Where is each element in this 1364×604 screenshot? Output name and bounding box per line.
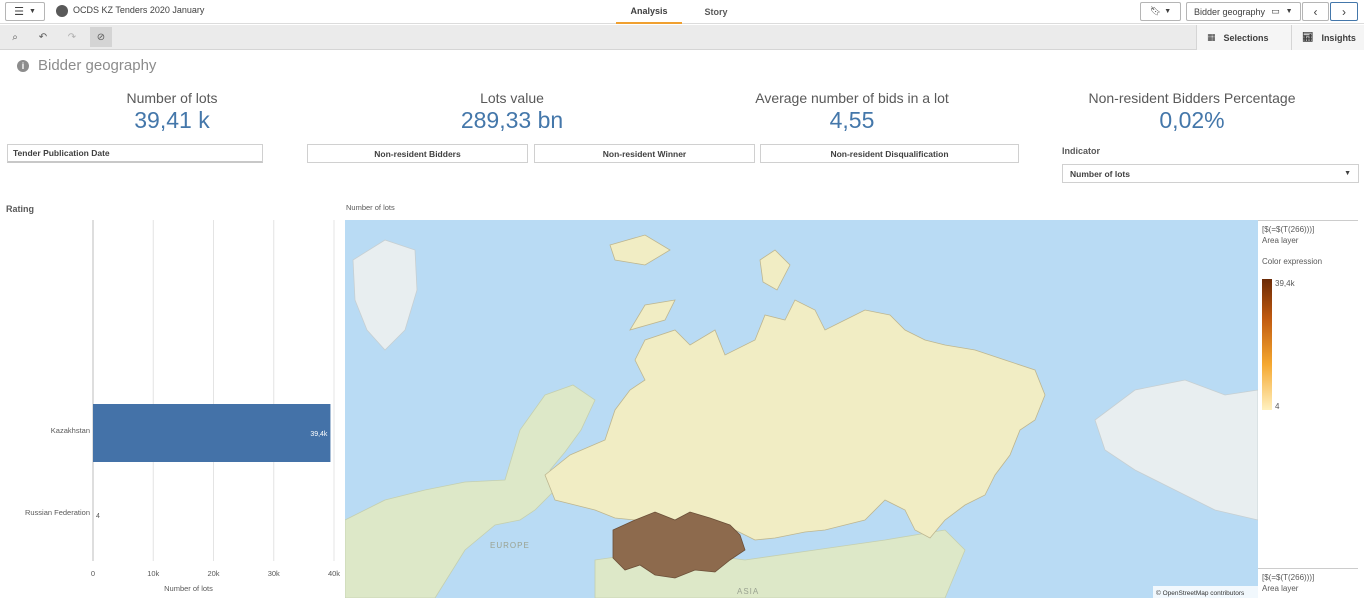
top-bar: ☰ ▼ OCDS KZ Tenders 2020 January Analysi… bbox=[0, 0, 1364, 24]
legend-layer-expression: [$(=$(T(266)))] bbox=[1262, 573, 1315, 582]
kpi-label: Lots value bbox=[480, 90, 544, 106]
tab-story[interactable]: Story bbox=[704, 7, 728, 17]
indicator-value: Number of lots bbox=[1070, 168, 1130, 179]
legend-top-divider bbox=[1258, 220, 1358, 221]
global-menu-button[interactable]: ☰ ▼ bbox=[5, 2, 45, 21]
legend-color-gradient bbox=[1262, 279, 1272, 410]
kpi-average-bids: Average number of bids in a lot 4,55 bbox=[702, 90, 1002, 134]
rating-bar-chart: 0 10k 20k 30k 40k 39,4k Kazakhstan 4 Russian Fed… bbox=[25, 220, 340, 593]
sheet-selector-label: Bidder geography bbox=[1194, 6, 1266, 17]
category-label[interactable]: Kazakhstan bbox=[51, 426, 90, 435]
bookmarks-button[interactable]: 🔖︎ ▼ bbox=[1140, 2, 1181, 21]
selections-label: Selections bbox=[1223, 32, 1269, 43]
indicator-label: Indicator bbox=[1062, 146, 1101, 156]
chevron-down-icon: ▼ bbox=[28, 8, 36, 15]
map-canvas[interactable]: EUROPE ASIA © OpenStreetMap contributors bbox=[345, 220, 1258, 598]
kpi-label: Average number of bids in a lot bbox=[755, 90, 949, 106]
selections-button[interactable]: ▦ Selections bbox=[1196, 25, 1291, 50]
chevron-down-icon: ▼ bbox=[1285, 8, 1293, 15]
x-tick-label: 20k bbox=[207, 569, 219, 578]
legend-bottom-divider bbox=[1258, 568, 1358, 569]
caret-down-icon: ▼ bbox=[1344, 170, 1351, 177]
legend-layer-expression: [$(=$(T(266)))] bbox=[1262, 225, 1315, 234]
chevron-right-icon: › bbox=[1342, 4, 1346, 19]
attribution-box bbox=[1153, 586, 1258, 598]
kpi-lots-value: Lots value 289,33 bn bbox=[362, 90, 662, 134]
legend-layer-top: [$(=$(T(266)))] Area layer bbox=[1262, 224, 1314, 246]
greenland-shape bbox=[352, 239, 418, 351]
step-back-icon[interactable]: ↶ bbox=[38, 31, 48, 43]
kpi-value: 4,55 bbox=[829, 107, 875, 133]
clear-selections-icon[interactable]: ⊘ bbox=[90, 27, 112, 47]
smart-search-icon[interactable]: ⌕ bbox=[12, 31, 18, 43]
sheet-selector[interactable]: Bidder geography ▭ ▼ bbox=[1186, 2, 1301, 21]
kpi-label: Number of lots bbox=[126, 90, 218, 106]
novaya-zemlya-shape bbox=[629, 299, 676, 331]
step-forward-icon[interactable]: ↷ bbox=[67, 31, 77, 43]
category-label[interactable]: Russian Federation bbox=[25, 508, 90, 517]
bar-value-label: 39,4k bbox=[310, 431, 328, 438]
chevron-left-icon: ‹ bbox=[1313, 4, 1318, 19]
kpi-nonresident-percentage: Non-resident Bidders Percentage 0,02% bbox=[1042, 90, 1342, 134]
insights-label: Insights bbox=[1321, 32, 1356, 43]
selections-icon: ▦ bbox=[1207, 32, 1216, 42]
alaska-shape bbox=[1094, 379, 1258, 521]
insights-icon: 📊︎ bbox=[1302, 32, 1314, 42]
legend-layer-bottom: [$(=$(T(266)))] Area layer bbox=[1262, 572, 1314, 594]
x-tick-label: 30k bbox=[268, 569, 280, 578]
nonresident-disqualification-filter[interactable]: Non-resident Disqualification bbox=[760, 144, 1019, 163]
x-tick-label: 0 bbox=[91, 569, 95, 578]
x-tick-label: 10k bbox=[147, 569, 159, 578]
bookmark-icon: 🔖︎ bbox=[1149, 6, 1162, 16]
selection-toolbar: ⌕ ↶ ↷ ⊘ ▦ Selections 📊︎ Insights bbox=[0, 25, 1364, 50]
app-icon bbox=[56, 5, 68, 17]
franz-josef-land-shape bbox=[609, 234, 671, 266]
kpi-value: 39,41 k bbox=[134, 107, 210, 133]
app-title: OCDS KZ Tenders 2020 January bbox=[73, 5, 205, 15]
kpi-value: 289,33 bn bbox=[460, 107, 564, 133]
nonresident-winner-filter[interactable]: Non-resident Winner bbox=[534, 144, 755, 163]
insights-button[interactable]: 📊︎ Insights bbox=[1291, 25, 1364, 50]
tender-publication-date-filter[interactable]: Tender Publication Date bbox=[7, 144, 263, 163]
bar-value-label: 4 bbox=[96, 513, 100, 520]
indicator-dropdown[interactable]: Number of lots ▼ bbox=[1062, 164, 1359, 183]
asia-map-label: ASIA bbox=[737, 587, 759, 596]
next-sheet-button[interactable]: › bbox=[1330, 2, 1358, 21]
rating-section-label: Rating bbox=[6, 204, 34, 214]
map-title: Number of lots bbox=[346, 203, 395, 212]
sheet-title: Bidder geography bbox=[38, 57, 157, 74]
kpi-label: Non-resident Bidders Percentage bbox=[1088, 90, 1296, 106]
legend-color-title: Color expression bbox=[1262, 257, 1323, 266]
bar[interactable] bbox=[93, 404, 331, 462]
sheet-icon: ▭ bbox=[1271, 6, 1280, 16]
hamburger-icon: ☰ bbox=[14, 6, 24, 18]
europe-map-label: EUROPE bbox=[490, 541, 530, 550]
legend-min-value: 4 bbox=[1275, 402, 1280, 411]
map-chart[interactable]: EUROPE ASIA © OpenStreetMap contributors bbox=[345, 220, 1258, 598]
legend-layer-type: Area layer bbox=[1262, 236, 1299, 245]
legend-layer-type: Area layer bbox=[1262, 584, 1299, 593]
previous-sheet-button[interactable]: ‹ bbox=[1302, 2, 1329, 21]
attribution-text[interactable]: © OpenStreetMap contributors bbox=[1156, 589, 1245, 597]
severnaya-zemlya-shape bbox=[759, 249, 791, 291]
europe-land-shape bbox=[345, 384, 596, 598]
kpi-value: 0,02% bbox=[1159, 107, 1225, 133]
tab-analysis[interactable]: Analysis bbox=[616, 0, 682, 24]
kpi-number-of-lots: Number of lots 39,41 k bbox=[22, 90, 322, 134]
nonresident-bidders-filter[interactable]: Non-resident Bidders bbox=[307, 144, 528, 163]
legend-max-value: 39,4k bbox=[1275, 279, 1295, 288]
kazakhstan-shape[interactable] bbox=[612, 511, 746, 579]
chevron-down-icon: ▼ bbox=[1164, 8, 1172, 15]
info-icon[interactable]: i bbox=[17, 60, 29, 72]
x-axis-title: Number of lots bbox=[164, 584, 213, 593]
x-tick-label: 40k bbox=[328, 569, 340, 578]
